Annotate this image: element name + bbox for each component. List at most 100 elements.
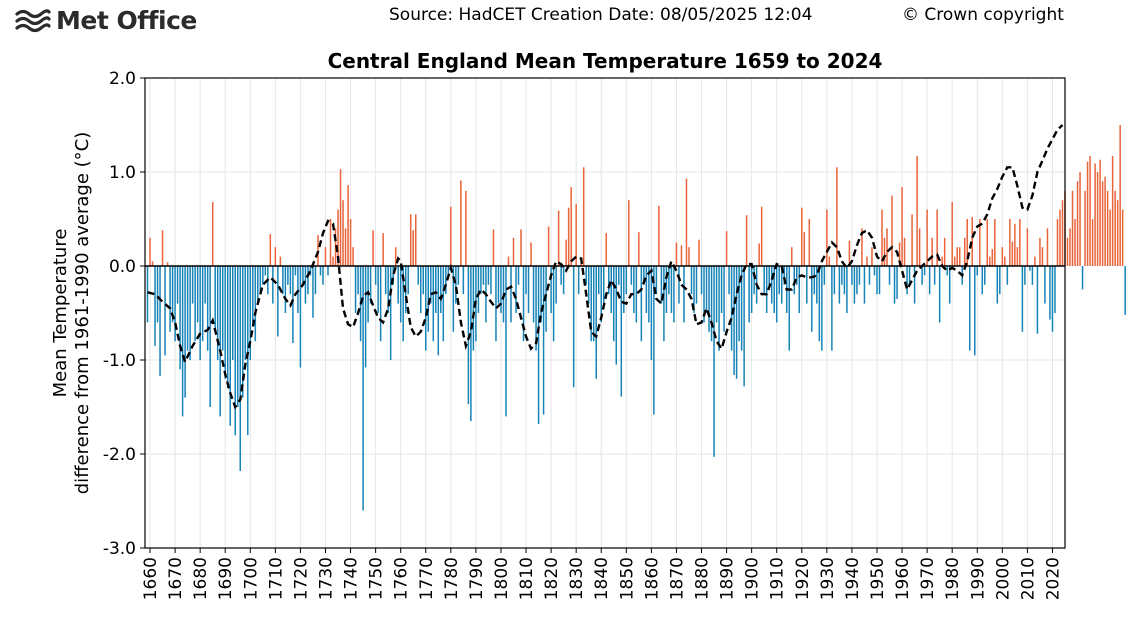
bar-1740 (349, 219, 352, 266)
bar-1851 (628, 200, 630, 266)
x-tick-label-1970: 1970 (918, 557, 938, 600)
bar-1806 (515, 266, 517, 313)
bar-2032 (1081, 266, 1084, 290)
bar-2021 (1054, 266, 1056, 313)
bar-1741 (352, 247, 354, 266)
bar-1669 (171, 266, 174, 323)
bar-1890 (725, 231, 728, 266)
bar-1775 (437, 266, 440, 356)
bar-2012 (1031, 266, 1034, 285)
bar-1768 (419, 266, 422, 313)
bar-2003 (1009, 219, 1011, 266)
bar-1810 (525, 266, 527, 295)
y-tick-label: 2.0 (109, 69, 136, 89)
bar-1977 (943, 237, 946, 266)
bar-1983 (958, 247, 961, 266)
x-tick-label-1690: 1690 (216, 557, 236, 600)
met-office-logo: Met Office (14, 6, 197, 35)
bar-1954 (886, 228, 888, 266)
bar-1867 (668, 266, 670, 295)
bar-2005 (1014, 223, 1016, 266)
y-tick-label: 0.0 (109, 257, 136, 277)
bar-1795 (487, 266, 490, 285)
bar-1808 (520, 229, 522, 266)
bar-1941 (853, 266, 856, 304)
copyright-text: © Crown copyright (902, 5, 1064, 25)
bar-1748 (369, 266, 372, 304)
bar-1671 (176, 266, 179, 304)
bar-1826 (565, 239, 567, 266)
y-tick-label: -3.0 (103, 539, 136, 559)
bar-1834 (585, 266, 587, 285)
y-tick-label: -1.0 (103, 351, 136, 371)
bar-1838 (595, 266, 597, 379)
bar-1702 (254, 266, 257, 342)
bar-1797 (492, 229, 495, 266)
bar-1963 (908, 266, 911, 285)
bar-1947 (868, 266, 871, 285)
brand-name: Met Office (56, 6, 197, 35)
bar-1786 (465, 190, 467, 266)
bar-1824 (560, 266, 562, 285)
bar-1770 (425, 266, 427, 351)
x-tick-label-2000: 2000 (993, 557, 1013, 600)
x-tick-label-1740: 1740 (342, 557, 362, 600)
bar-1735 (337, 209, 339, 266)
bar-1970 (926, 209, 928, 266)
bar-1782 (455, 266, 457, 304)
y-tick-label: 1.0 (109, 163, 136, 183)
bar-1857 (643, 266, 645, 285)
bar-1666 (164, 266, 166, 356)
bar-1777 (442, 266, 445, 342)
bar-1870 (675, 242, 678, 266)
bar-1681 (201, 266, 204, 342)
bar-1836 (590, 266, 592, 342)
bar-1805 (512, 237, 515, 266)
bar-1894 (735, 266, 738, 379)
source-text: Source: HadCET Creation Date: 08/05/2025… (389, 5, 813, 25)
bar-1738 (344, 228, 347, 266)
bar-2030 (1076, 181, 1079, 266)
bar-1736 (339, 169, 342, 266)
x-tick-label-1840: 1840 (592, 557, 612, 600)
bar-1917 (793, 266, 796, 295)
bar-1823 (557, 210, 560, 266)
bar-1764 (409, 214, 412, 266)
bar-1846 (615, 266, 618, 365)
bar-1750 (374, 266, 377, 285)
bar-1813 (532, 266, 535, 323)
anomaly-bars (146, 125, 1126, 511)
x-tick-label-1850: 1850 (617, 557, 637, 600)
bar-1755 (387, 266, 389, 313)
bar-1950 (876, 266, 878, 295)
x-tick-label-1680: 1680 (191, 557, 211, 600)
bar-1819 (547, 226, 550, 266)
bar-1754 (384, 266, 387, 295)
bar-1827 (567, 207, 570, 266)
bar-1831 (577, 266, 580, 295)
bar-1879 (698, 239, 700, 266)
x-tick-label-1950: 1950 (868, 557, 888, 600)
x-tick-label-1860: 1860 (642, 557, 662, 600)
bar-1929 (823, 266, 826, 285)
bar-1845 (613, 266, 615, 342)
bar-2002 (1006, 266, 1009, 285)
bar-1693 (231, 266, 234, 360)
smoothed-trend-line (147, 124, 1064, 410)
bar-1841 (602, 266, 605, 304)
bar-1858 (645, 266, 648, 313)
bar-1930 (826, 209, 828, 266)
bar-1725 (312, 266, 314, 318)
bar-1989 (974, 266, 976, 356)
bar-1995 (989, 256, 991, 266)
bar-1897 (743, 266, 745, 387)
bar-1712 (279, 256, 282, 266)
bar-1974 (936, 209, 938, 266)
bar-1713 (282, 266, 284, 295)
bar-1971 (928, 266, 931, 295)
bar-1968 (921, 266, 923, 285)
bar-1959 (898, 242, 901, 266)
x-tick-label-1700: 1700 (241, 557, 261, 600)
bar-1925 (813, 266, 816, 295)
bar-1891 (728, 266, 730, 295)
